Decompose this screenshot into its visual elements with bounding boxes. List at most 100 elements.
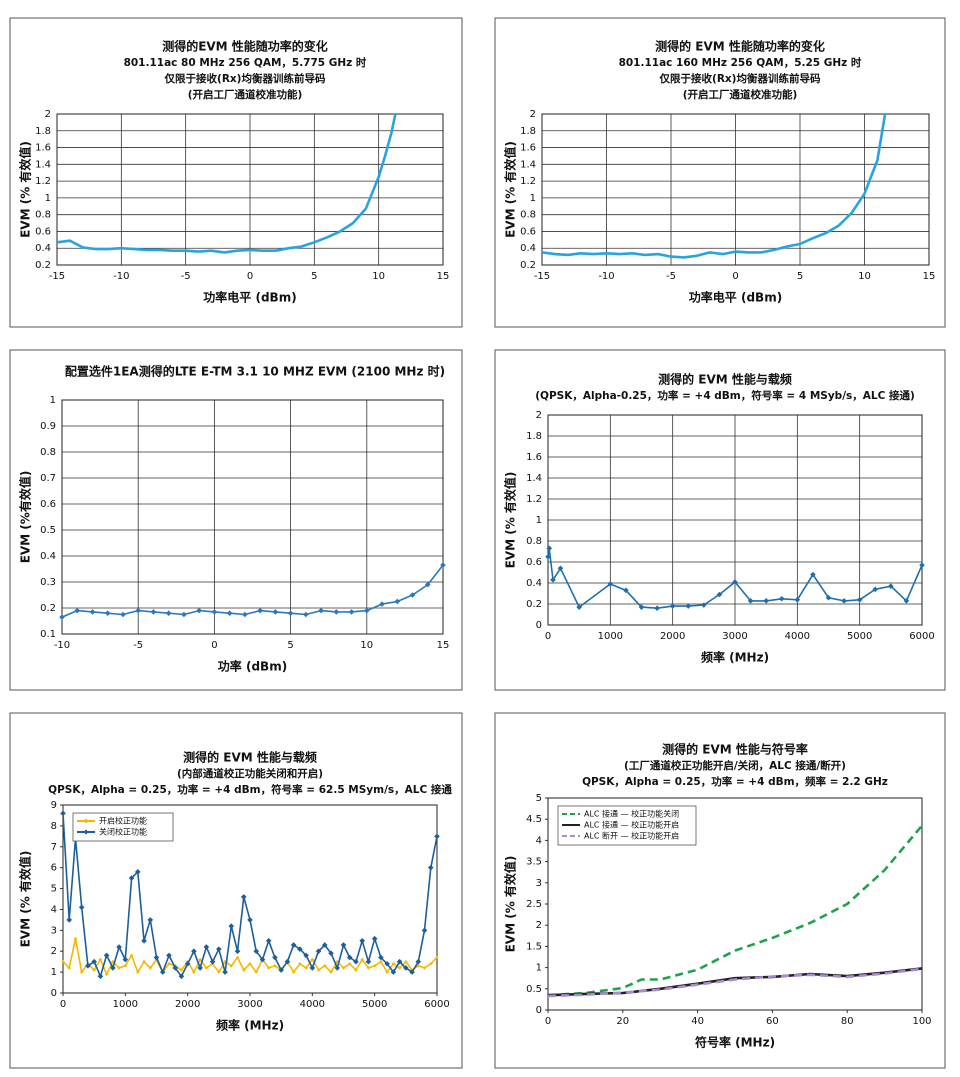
data-point xyxy=(122,956,129,963)
data-point xyxy=(141,937,147,944)
y-tick-label: 1 xyxy=(50,395,56,406)
data-point xyxy=(378,954,384,961)
x-tick-label: 5 xyxy=(287,640,293,651)
data-point xyxy=(428,961,433,966)
data-point xyxy=(85,963,91,969)
plot-frame xyxy=(547,797,923,1011)
y-tick-label: 0.6 xyxy=(526,557,542,568)
data-point xyxy=(242,611,248,618)
data-point xyxy=(234,948,241,955)
data-point xyxy=(178,973,185,980)
y-tick-label: 1.6 xyxy=(520,143,536,154)
data-point xyxy=(153,954,160,961)
data-point xyxy=(329,970,333,974)
x-tick-label: 10 xyxy=(360,640,373,651)
x-tick-label: 4000 xyxy=(785,631,810,642)
y-tick-label: 1.8 xyxy=(520,126,536,137)
data-point xyxy=(248,961,252,966)
y-tick-label: 0.6 xyxy=(40,499,56,510)
x-tick-label: 0 xyxy=(545,631,551,642)
data-point xyxy=(397,966,402,970)
data-point xyxy=(396,958,403,965)
legend-label: ALC 断开 — 校正功能开启 xyxy=(584,831,679,841)
legend-box xyxy=(72,812,174,842)
data-point xyxy=(623,587,629,594)
y-tick-label: 2 xyxy=(530,109,536,120)
data-point xyxy=(607,581,614,587)
x-tick-label: 10 xyxy=(372,271,385,282)
data-point xyxy=(204,966,209,970)
chart-subtitle: 仅限于接收(Rx)均衡器训练前导码 xyxy=(659,72,821,85)
y-tick-label: 1.4 xyxy=(520,159,536,170)
data-point xyxy=(309,965,316,971)
data-point xyxy=(91,958,97,965)
x-tick-label: -15 xyxy=(49,271,65,282)
legend-label: ALC 接通 — 校正功能开启 xyxy=(584,820,679,830)
data-point xyxy=(192,970,196,974)
y-tick-label: 5 xyxy=(51,884,57,895)
data-point xyxy=(919,562,925,568)
data-point xyxy=(259,956,266,963)
y-tick-label: 4 xyxy=(536,835,542,846)
data-point xyxy=(422,966,427,970)
x-tick-label: -5 xyxy=(666,271,676,282)
chart-subtitle: (工厂通道校正功能开启/关闭，ALC 接通/断开) xyxy=(624,759,846,772)
chart-subtitle: (开启工厂通道校准功能) xyxy=(188,88,303,101)
data-point xyxy=(379,601,385,607)
y-tick-label: 0.8 xyxy=(40,447,56,458)
x-axis-label: 功率 (dBm) xyxy=(218,659,287,674)
data-point xyxy=(298,961,302,966)
data-point xyxy=(394,598,401,605)
x-tick-label: 0 xyxy=(247,271,253,282)
y-tick-label: 2.5 xyxy=(526,899,542,910)
x-tick-label: -5 xyxy=(133,640,143,651)
data-point xyxy=(67,966,72,970)
data-point xyxy=(778,595,785,602)
data-point xyxy=(669,603,676,609)
y-tick-label: 2 xyxy=(45,109,51,120)
data-point xyxy=(304,966,308,970)
data-point xyxy=(135,607,141,614)
data-point xyxy=(272,954,278,961)
plot-frame xyxy=(547,414,923,626)
data-point xyxy=(810,571,816,578)
data-point xyxy=(179,968,184,972)
y-tick-label: 0 xyxy=(536,1005,542,1016)
data-point xyxy=(638,604,645,610)
data-point xyxy=(359,937,365,944)
data-point xyxy=(78,904,85,911)
data-point xyxy=(364,607,370,614)
data-point xyxy=(92,968,96,972)
y-tick-label: 2 xyxy=(51,946,57,957)
chart-title: 测得的 EVM 性能与载频 xyxy=(658,372,792,387)
data-point xyxy=(287,610,294,616)
data-point xyxy=(74,607,81,614)
data-point xyxy=(66,917,73,923)
data-point xyxy=(265,937,272,944)
data-point xyxy=(318,607,324,614)
x-tick-label: 5000 xyxy=(847,631,872,642)
data-point xyxy=(216,946,222,952)
panel-border xyxy=(9,349,463,691)
data-point xyxy=(316,968,321,972)
data-point xyxy=(732,579,738,585)
y-tick-label: 0.2 xyxy=(40,603,56,614)
data-point xyxy=(557,565,564,572)
y-axis-label: EVM (%有效值) xyxy=(18,471,33,564)
data-point xyxy=(278,967,284,973)
data-point xyxy=(290,942,297,948)
data-point xyxy=(371,935,378,942)
y-tick-label: 0.2 xyxy=(35,260,51,271)
data-point xyxy=(209,958,216,965)
x-tick-label: 0 xyxy=(732,271,738,282)
data-point xyxy=(181,611,187,618)
data-point xyxy=(165,610,172,616)
y-tick-label: 1.2 xyxy=(526,494,542,505)
chart-title: 测得的EVM 性能随功率的变化 xyxy=(162,39,328,54)
data-point xyxy=(348,609,355,615)
panel-border xyxy=(494,349,946,691)
x-tick-label: -5 xyxy=(181,271,191,282)
y-tick-label: 0.4 xyxy=(526,578,542,589)
data-point xyxy=(403,965,409,971)
data-point xyxy=(117,966,121,970)
